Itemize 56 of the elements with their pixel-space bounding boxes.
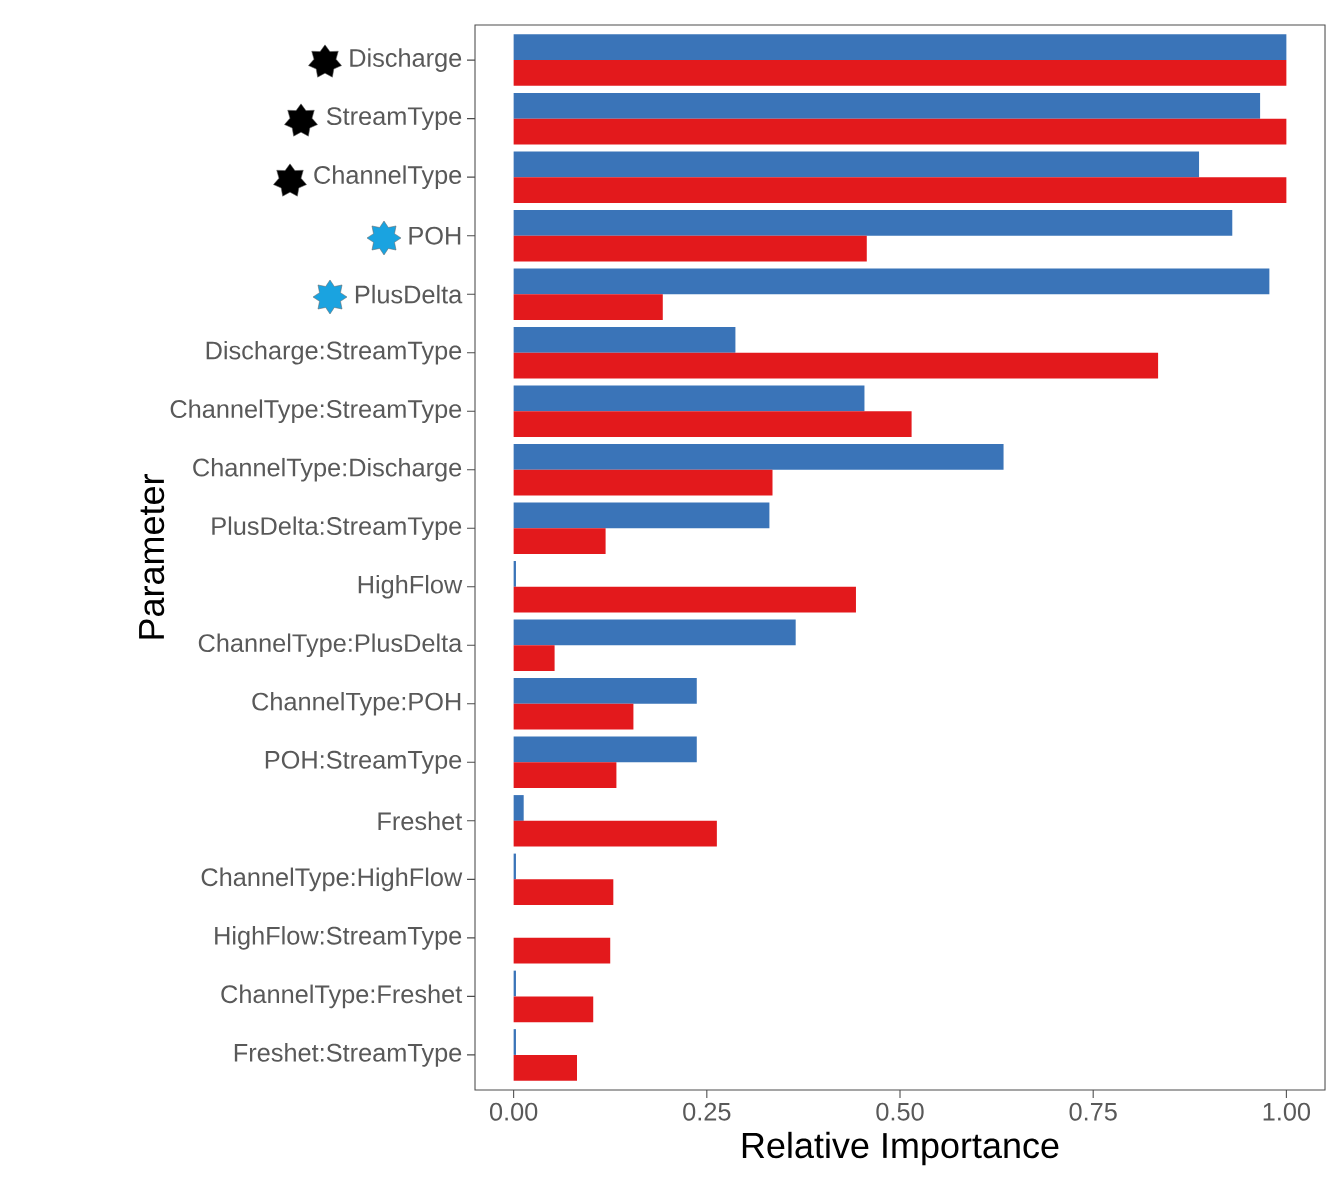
bar — [513, 294, 663, 320]
bar — [513, 268, 1270, 295]
bar — [513, 385, 865, 412]
bar — [513, 762, 617, 789]
x-axis-title: Relative Importance — [742, 1131, 1059, 1166]
y-tick-label: POH:StreamType — [265, 750, 462, 774]
y-tick-label: StreamType — [326, 107, 462, 131]
bar — [513, 502, 770, 529]
bar — [513, 820, 717, 847]
y-tick-label: ChannelType:HighFlow — [201, 867, 463, 892]
y-tick-label: ChannelType:PlusDelta — [198, 633, 463, 658]
y-tick-label: Freshet:StreamType — [234, 1043, 462, 1067]
x-tick-label: 0.00 — [489, 1102, 538, 1121]
bar — [513, 703, 634, 730]
bar — [513, 151, 1200, 178]
x-tick-label: 1.00 — [1263, 1102, 1311, 1121]
y-tick-label: HighFlow — [358, 574, 463, 599]
bar — [513, 586, 856, 613]
bar — [513, 678, 697, 704]
bar — [513, 411, 912, 437]
y-tick-label: PlusDelta — [355, 284, 463, 304]
bar — [513, 937, 611, 964]
x-tick-label: 0.75 — [1069, 1102, 1117, 1121]
y-tick-label: Freshet — [378, 811, 463, 831]
bar — [513, 177, 1287, 203]
bar — [513, 60, 1287, 86]
bar — [513, 645, 555, 672]
y-axis-title: Parameter — [139, 474, 165, 639]
bar — [513, 528, 606, 554]
bar — [513, 34, 1287, 61]
bar — [513, 118, 1287, 145]
y-tick-label: ChannelType:Discharge — [193, 457, 462, 482]
y-tick-label: HighFlow:StreamType — [215, 926, 462, 950]
y-tick-label: ChannelType — [314, 165, 462, 189]
bar — [513, 352, 1159, 379]
bar — [513, 619, 796, 646]
bar — [513, 996, 594, 1023]
bar — [513, 326, 736, 353]
y-tick-label: POH — [409, 226, 461, 245]
x-tick-label: 0.25 — [683, 1102, 731, 1121]
bar — [513, 92, 1261, 119]
x-tick-label: 0.50 — [876, 1102, 924, 1121]
bar — [513, 736, 697, 763]
y-tick-label: ChannelType:POH — [252, 691, 461, 716]
y-tick-label: ChannelType:StreamType — [170, 399, 462, 424]
bar — [513, 879, 614, 906]
bar — [513, 795, 524, 821]
y-tick-label: Discharge:StreamType — [206, 340, 462, 365]
bar — [513, 1054, 578, 1081]
bar — [513, 209, 1233, 236]
bar — [513, 443, 1004, 470]
bar — [513, 235, 867, 262]
bar — [513, 469, 773, 496]
y-tick-label: PlusDelta:StreamType — [212, 516, 462, 541]
y-tick-label: ChannelType:Freshet — [221, 984, 463, 1009]
y-tick-label: Discharge — [350, 48, 462, 72]
